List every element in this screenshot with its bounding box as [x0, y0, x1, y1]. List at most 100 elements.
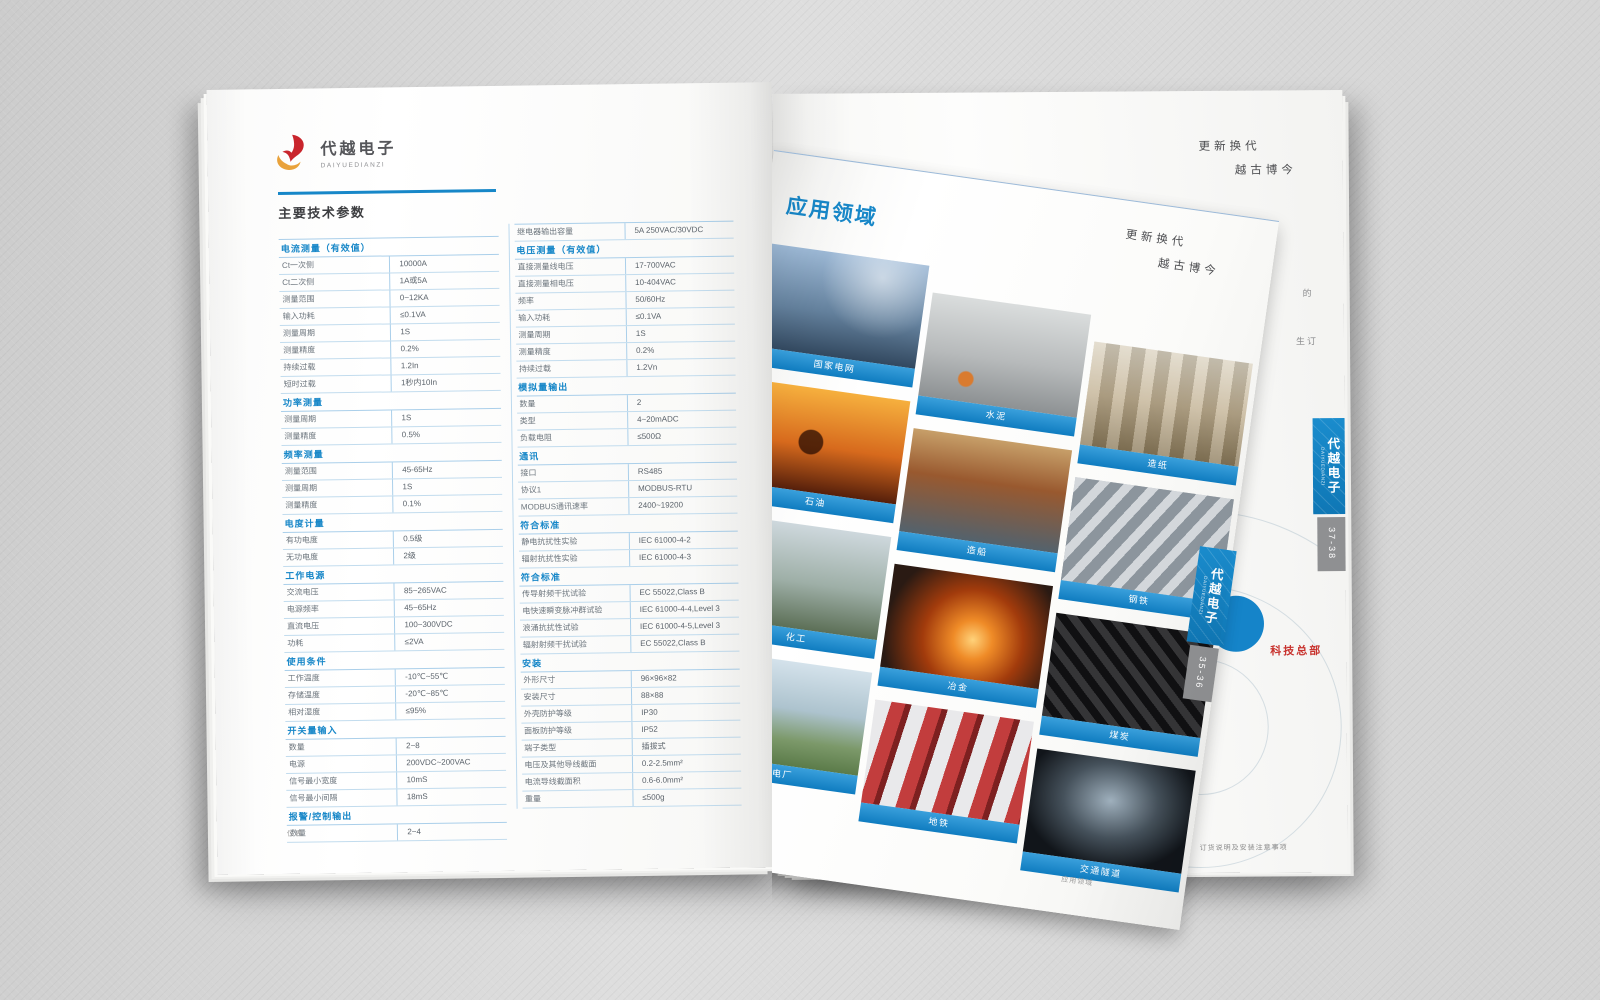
photo-cell-tunnel: 交通隧道 [1020, 748, 1196, 893]
spec-label: 测量精度 [285, 500, 318, 510]
chemical-photo [772, 514, 892, 641]
power-plant-photo [772, 650, 873, 776]
spec-value: 0.5% [391, 425, 501, 444]
daiyue-logo-icon [277, 134, 304, 170]
spec-value: IP52 [631, 720, 741, 739]
spec-value: 1A或5A [389, 271, 499, 290]
power-grid-photo [772, 243, 930, 369]
spec-label: 相对湿度 [288, 707, 321, 717]
spec-value: 0.5级 [393, 529, 503, 548]
spec-value: IEC 61000-4-3 [628, 548, 739, 567]
spec-label: 浪涌抗扰性试验 [522, 622, 579, 633]
spec-label: 信号最小间隔 [289, 793, 338, 803]
spec-label: 测量周期 [284, 414, 317, 424]
spec-label: 电流导线截面积 [524, 776, 581, 787]
spec-label: 电源 [288, 759, 306, 769]
spec-label: 数量 [288, 742, 305, 752]
spec-label: 传导射频干扰试验 [522, 588, 587, 599]
spec-label: 端子类型 [524, 743, 557, 753]
spec-label: 输入功耗 [282, 311, 315, 321]
spec-value: 18mS [396, 787, 507, 806]
spec-value: 5A 250VAC/30VDC [624, 221, 734, 240]
spec-value: 0~12KA [389, 288, 500, 307]
photo-cell-papermaking: 造纸 [1077, 341, 1253, 486]
spec-value: 2 [626, 393, 737, 412]
spec-label: 直接测量相电压 [517, 278, 574, 289]
spec-label: 测量精度 [284, 431, 317, 441]
spec-value: 2~8 [395, 736, 506, 755]
spec-value: ≤95% [395, 701, 505, 720]
spec-label: 测量周期 [285, 483, 318, 493]
spec-value: 2400~19200 [628, 496, 738, 515]
spec-value: 0.2% [390, 339, 500, 358]
spec-value: IP30 [631, 703, 741, 722]
spec-value: 45~65Hz [394, 598, 504, 617]
spec-label: 类型 [519, 416, 536, 426]
spec-value: 45-65Hz [392, 460, 502, 479]
spec-row: 数量 2~4 [286, 822, 507, 843]
spec-label: 接口 [520, 468, 537, 478]
spec-label: 功耗 [287, 638, 304, 648]
spec-value: IEC 61000-4-4,Level 3 [629, 600, 739, 619]
spec-value: 1.2Vn [626, 358, 736, 377]
spec-value: 1S [392, 477, 502, 496]
spec-value: 1秒内10In [390, 373, 501, 392]
spec-column-right: 继电器输出容量 5A 250VAC/30VDC 电压测量（有效值） 直接测量线电压 17… [507, 220, 742, 809]
spec-value: MODBUS-RTU [627, 479, 738, 498]
heading-rule [277, 188, 496, 195]
spec-value: IEC 61000-4-5,Level 3 [629, 617, 740, 636]
spec-value: ≤2VA [394, 632, 504, 651]
spec-value: ≤0.1VA [625, 307, 735, 326]
spec-value: RS485 [627, 462, 738, 481]
spec-value: 200VDC~200VAC [396, 753, 506, 772]
left-page-technical-parameters: 代越电子 DAIYUEDIANZI 主要技术参数 电流测量（有效值） Ct一次侧 1… [206, 82, 783, 875]
spec-label: 面板防护等级 [523, 725, 573, 736]
spec-label: 工作温度 [287, 673, 320, 683]
photo-cell-metallurgy: 冶金 [877, 563, 1054, 708]
spec-label: Ct一次侧 [281, 260, 315, 270]
spec-value: -10℃~55℃ [395, 667, 505, 686]
spec-label: 持续过载 [518, 364, 552, 374]
left-page-footer: 仪表 [286, 830, 303, 838]
spec-label: 辐射射频干扰试验 [522, 639, 587, 650]
spec-label: 安装尺寸 [523, 692, 556, 702]
spec-label: 存储温度 [287, 690, 321, 700]
spec-table: 电流测量（有效值） Ct一次侧 10000A Ct二次侧 1A或5A 测量范围 0~12KA… [278, 220, 742, 843]
spec-label: 测量范围 [282, 294, 315, 304]
photo-cell-power-plant: 发电厂 [772, 650, 873, 795]
spec-value: 96×96×82 [630, 669, 740, 688]
spec-label: 测量周期 [518, 330, 551, 340]
photo-cell-power-grid: 国家电网 [772, 243, 930, 388]
spec-value: EC 55022,Class B [629, 583, 739, 602]
spec-label: 直流电压 [286, 621, 320, 631]
spec-label: 静电抗扰性实验 [521, 536, 578, 547]
application-photo-grid: 国家电网 水泥 造纸 石油 造船 钢铁 化工 冶金 煤炭 发电厂 地铁 交通隧道 [772, 243, 1262, 893]
spec-value: IEC 61000-4-2 [628, 531, 738, 550]
spec-label: 外形尺寸 [523, 675, 556, 685]
spec-label: 持续过载 [283, 362, 316, 372]
spec-label: 电源频率 [286, 604, 319, 614]
spec-value: 0.2% [625, 341, 736, 360]
spec-value: 1S [391, 408, 501, 427]
spec-value: 1S [625, 324, 736, 343]
spec-column-left: 电流测量（有效值） Ct一次侧 10000A Ct二次侧 1A或5A 测量范围 0~12KA… [278, 235, 507, 843]
spec-label: 协议1 [520, 485, 542, 495]
spec-label: 信号最小宽度 [289, 776, 338, 786]
oil-photo [772, 379, 911, 505]
photo-cell-subway: 地铁 [858, 699, 1034, 844]
brand-logo: 代越电子 DAIYUEDIANZI [271, 131, 397, 173]
brand-text: 代越电子 DAIYUEDIANZI [320, 134, 396, 169]
spec-label: 电快速瞬变脉冲群试验 [522, 605, 603, 616]
spec-value: 1.2In [390, 356, 501, 375]
spec-value: ≤500g [632, 788, 742, 807]
photo-cell-cement: 水泥 [915, 292, 1092, 437]
photo-cell-oil: 石油 [772, 379, 911, 524]
spec-value: 4~20mADC [626, 410, 737, 429]
spec-label: 测量周期 [282, 328, 316, 338]
spec-label: 频率 [517, 296, 535, 306]
spec-label: 数量 [289, 828, 306, 838]
turning-page-clip: 应用领域 更新换代 越古博今 国家电网 水泥 造纸 石油 造船 钢铁 化工 冶金 煤炭 发电厂 地铁… [772, 78, 1372, 1000]
spec-label: 重量 [524, 794, 542, 804]
spec-value: 插拔式 [631, 737, 741, 756]
spec-label: 输入功耗 [518, 313, 551, 323]
